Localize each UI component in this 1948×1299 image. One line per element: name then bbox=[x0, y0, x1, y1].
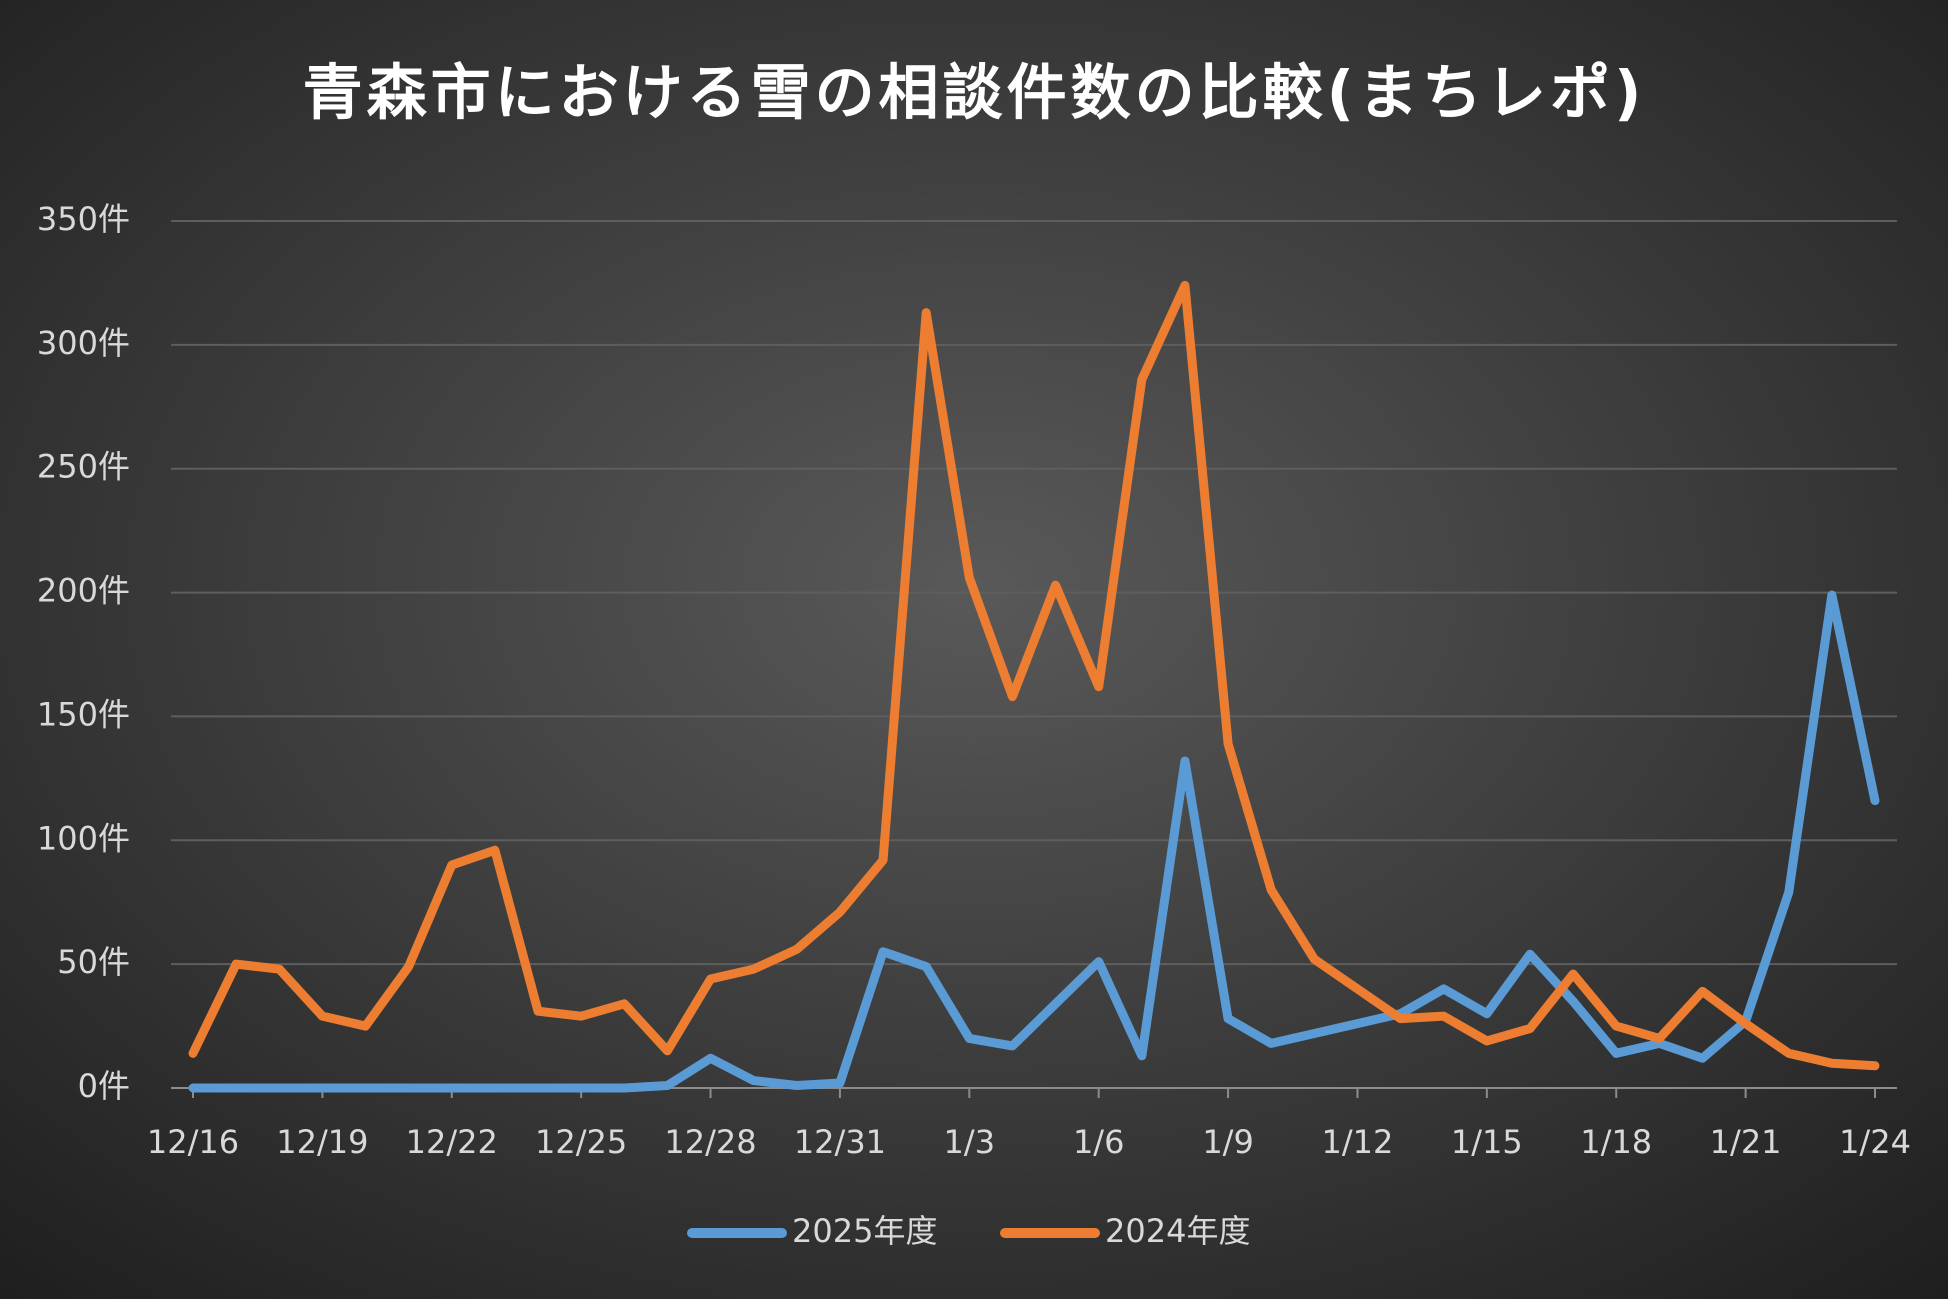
chart-title: 青森市における雪の相談件数の比較(まちレポ) bbox=[303, 59, 1646, 129]
x-tick-label: 1/24 bbox=[1839, 1123, 1911, 1161]
x-tick-label: 1/18 bbox=[1580, 1123, 1652, 1161]
y-tick-label: 50件 bbox=[57, 943, 130, 981]
x-tick-label: 1/15 bbox=[1451, 1123, 1523, 1161]
x-tick-label: 1/6 bbox=[1073, 1123, 1125, 1161]
x-tick-label: 12/19 bbox=[276, 1123, 368, 1161]
y-tick-label: 250件 bbox=[37, 448, 130, 486]
legend-label: 2024年度 bbox=[1105, 1212, 1250, 1250]
x-tick-label: 1/12 bbox=[1322, 1123, 1394, 1161]
series-line bbox=[188, 280, 1880, 1071]
x-tick-label: 1/3 bbox=[944, 1123, 996, 1161]
y-tick-label: 150件 bbox=[37, 695, 130, 733]
x-tick-label: 12/22 bbox=[406, 1123, 498, 1161]
legend-label: 2025年度 bbox=[792, 1212, 937, 1250]
y-tick-label: 200件 bbox=[37, 572, 130, 610]
series-line bbox=[188, 590, 1880, 1093]
x-tick-label: 12/25 bbox=[535, 1123, 627, 1161]
y-tick-label: 350件 bbox=[37, 200, 130, 238]
y-tick-label: 300件 bbox=[37, 324, 130, 362]
x-tick-label: 12/28 bbox=[664, 1123, 756, 1161]
y-tick-label: 0件 bbox=[78, 1067, 130, 1105]
x-tick-label: 1/21 bbox=[1710, 1123, 1782, 1161]
y-tick-label: 100件 bbox=[37, 819, 130, 857]
x-tick-label: 1/9 bbox=[1202, 1123, 1254, 1161]
x-tick-label: 12/16 bbox=[147, 1123, 239, 1161]
x-tick-label: 12/31 bbox=[794, 1123, 886, 1161]
